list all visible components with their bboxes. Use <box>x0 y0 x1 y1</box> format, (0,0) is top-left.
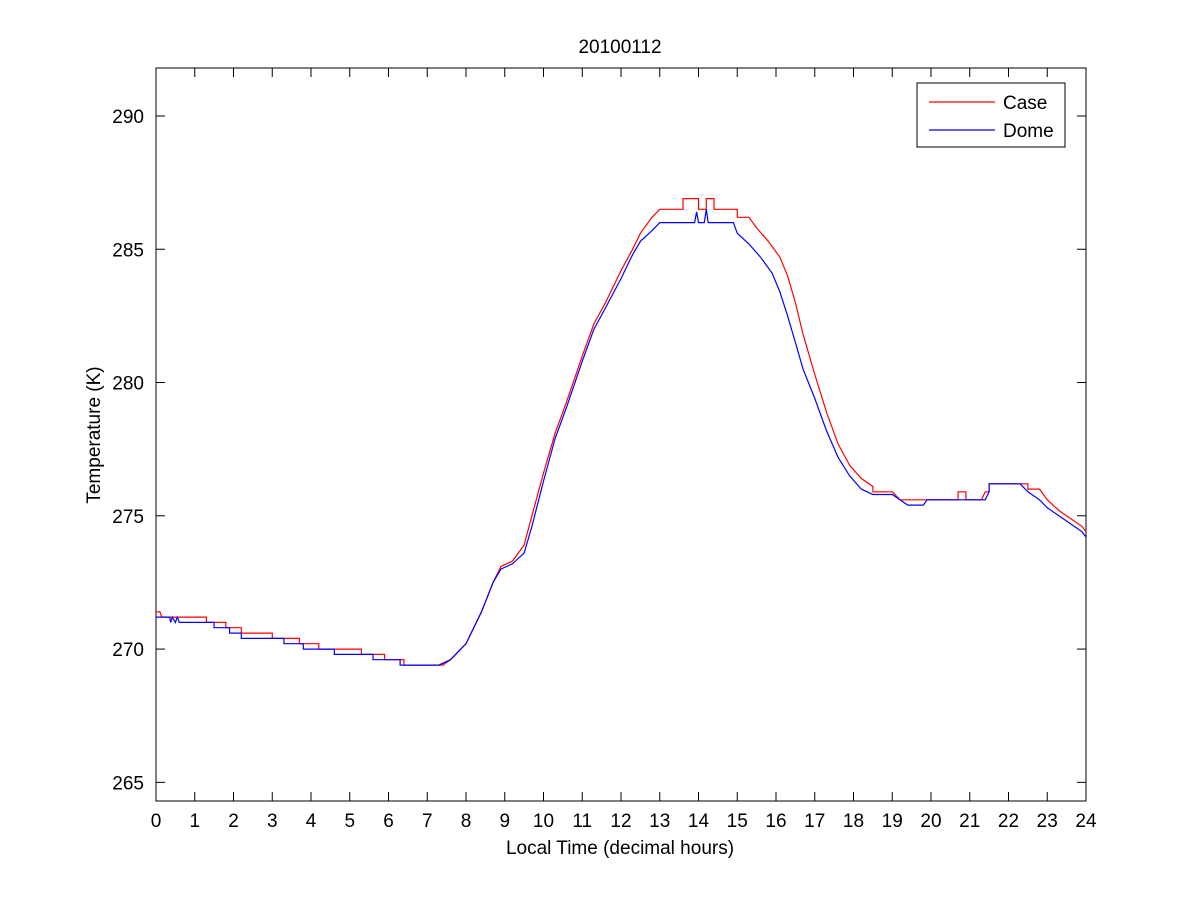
x-tick-label: 5 <box>344 811 355 832</box>
x-tick-label: 9 <box>499 811 510 832</box>
x-tick-label: 11 <box>572 811 592 832</box>
x-tick-label: 16 <box>765 811 786 832</box>
chart-title: 20100112 <box>578 37 661 58</box>
x-tick-label: 23 <box>1037 811 1058 832</box>
y-tick-label: 280 <box>112 374 144 395</box>
y-tick-label: 275 <box>112 507 144 528</box>
x-tick-label: 18 <box>843 811 864 832</box>
x-tick-label: 6 <box>383 811 394 832</box>
x-tick-label: 15 <box>727 811 748 832</box>
x-tick-label: 10 <box>533 811 554 832</box>
x-tick-label: 17 <box>804 811 825 832</box>
x-tick-label: 12 <box>610 811 631 832</box>
x-tick-label: 7 <box>422 811 433 832</box>
legend-box <box>916 82 1066 148</box>
legend: Case Dome <box>916 82 1066 148</box>
y-tick-label: 265 <box>112 773 144 794</box>
x-tick-label: 20 <box>920 811 941 832</box>
legend-label-dome: Dome <box>1003 121 1054 142</box>
plot-frame <box>155 67 1087 802</box>
series-layer <box>156 198 1087 666</box>
y-tick-label: 285 <box>112 240 144 261</box>
x-tick-label: 0 <box>151 811 162 832</box>
series-line-dome <box>156 209 1087 666</box>
x-tick-label: 4 <box>306 811 317 832</box>
y-tick-label: 290 <box>112 107 144 128</box>
series-line-case <box>156 198 1087 666</box>
x-axis-label: Local Time (decimal hours) <box>506 838 734 859</box>
y-axis-label: Temperature (K) <box>84 366 105 503</box>
x-tick-label: 13 <box>649 811 670 832</box>
x-tick-label: 21 <box>959 811 980 832</box>
x-tick-label: 3 <box>267 811 278 832</box>
y-tick-label: 270 <box>112 640 144 661</box>
legend-label-case: Case <box>1003 93 1047 114</box>
x-tick-label: 14 <box>688 811 710 832</box>
axis-ticks: 0 1 2 3 4 5 6 7 8 9 10 11 12 13 14 15 16 17 18 19 20 21 22 23 24… <box>112 68 1097 832</box>
x-tick-label: 8 <box>461 811 472 832</box>
x-tick-label: 24 <box>1075 811 1097 832</box>
x-tick-label: 22 <box>998 811 1019 832</box>
x-tick-label: 19 <box>882 811 903 832</box>
x-tick-label: 2 <box>228 811 239 832</box>
x-tick-label: 1 <box>189 811 200 832</box>
